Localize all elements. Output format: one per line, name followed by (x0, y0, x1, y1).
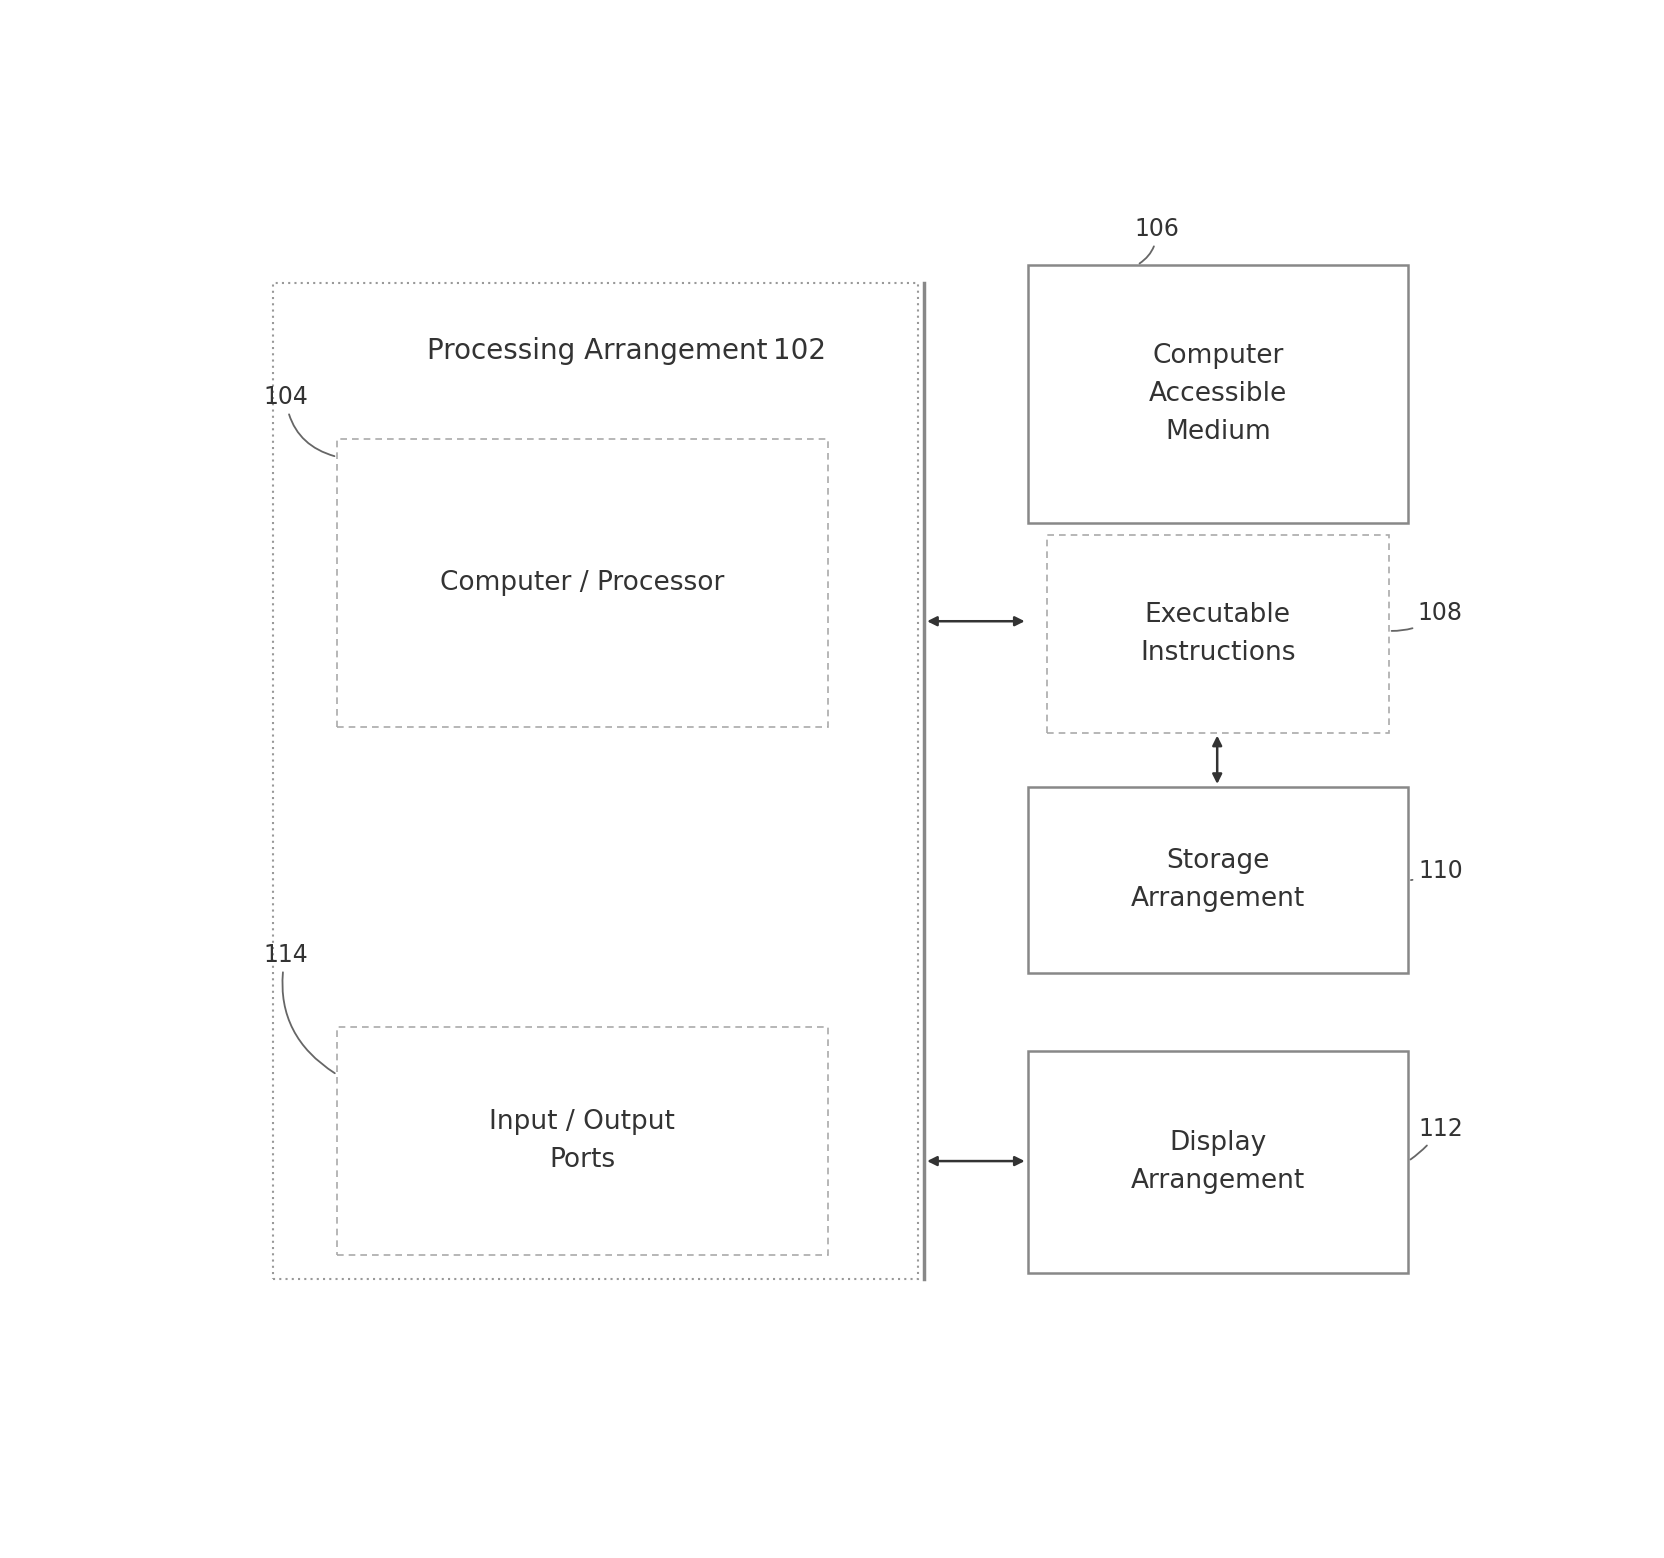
Text: Processing Arrangement: Processing Arrangement (428, 337, 767, 365)
Text: 114: 114 (263, 943, 334, 1073)
Text: Input / Output
Ports: Input / Output Ports (489, 1109, 676, 1173)
Bar (273, 284, 917, 1279)
Text: Display
Arrangement: Display Arrangement (1130, 1130, 1305, 1193)
Bar (1027, 265, 1408, 523)
Text: 102: 102 (772, 337, 825, 365)
Text: 108: 108 (1391, 601, 1463, 631)
Bar (1027, 1050, 1408, 1273)
Text: 104: 104 (263, 385, 334, 456)
Text: Storage
Arrangement: Storage Arrangement (1130, 848, 1305, 911)
Text: Executable
Instructions: Executable Instructions (1140, 601, 1295, 665)
Bar (1027, 787, 1408, 972)
Bar (336, 439, 827, 726)
Text: Computer
Accessible
Medium: Computer Accessible Medium (1148, 343, 1286, 446)
Bar (1047, 534, 1388, 732)
Text: 110: 110 (1409, 858, 1463, 883)
Bar (336, 1027, 827, 1254)
Text: 106: 106 (1133, 217, 1178, 263)
Text: Computer / Processor: Computer / Processor (439, 570, 724, 595)
Text: 112: 112 (1409, 1117, 1463, 1159)
